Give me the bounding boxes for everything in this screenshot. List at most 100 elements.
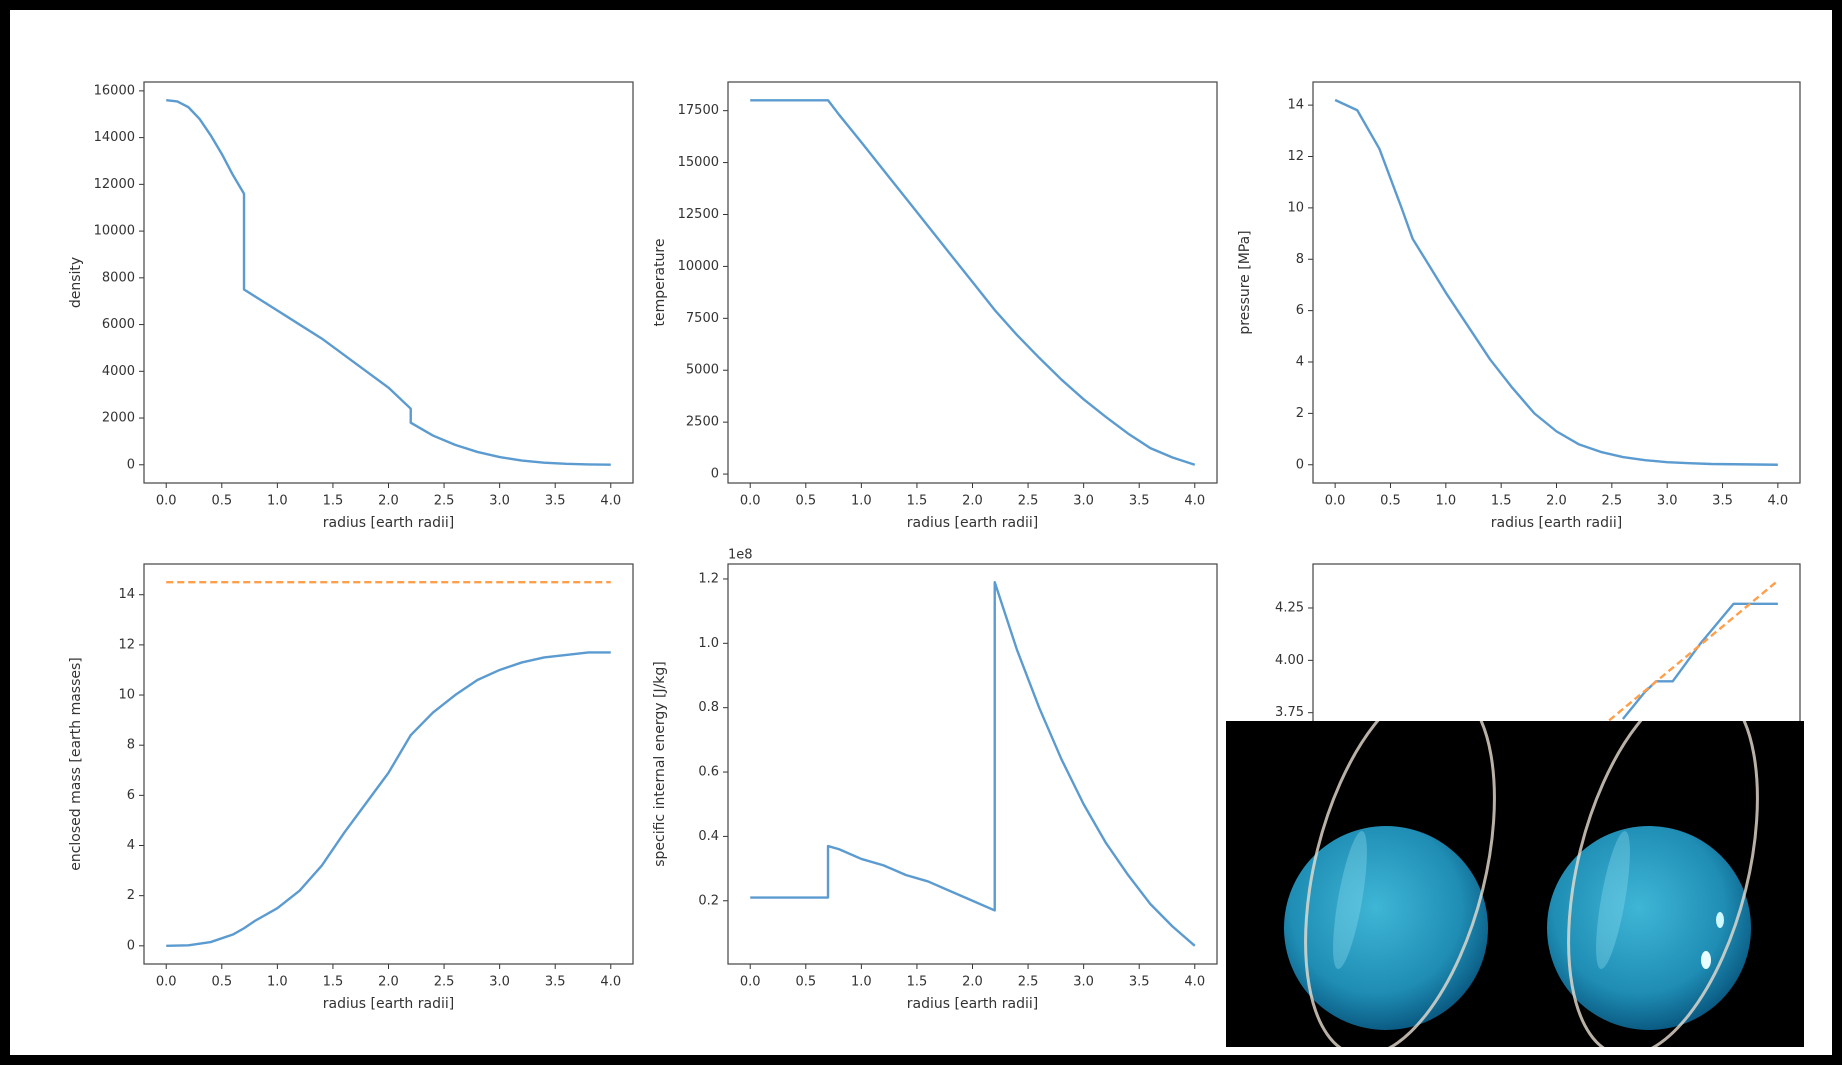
y-tick-label: 3.75 bbox=[1275, 705, 1304, 720]
x-tick-label: 0.0 bbox=[156, 494, 177, 509]
y-tick-label: 1.2 bbox=[698, 571, 719, 586]
y-tick-label: 7500 bbox=[686, 311, 719, 326]
x-tick-label: 3.5 bbox=[545, 494, 566, 509]
y-tick-label: 5000 bbox=[686, 363, 719, 378]
x-tick-label: 1.5 bbox=[907, 494, 928, 509]
y-tick-label: 15000 bbox=[678, 155, 719, 170]
axes-frame bbox=[727, 81, 1218, 484]
y-tick-label: 16000 bbox=[94, 83, 135, 98]
y-tick-label: 4.25 bbox=[1275, 600, 1304, 615]
y-tick-label: 0 bbox=[127, 457, 135, 472]
y-tick-label: 8 bbox=[127, 738, 135, 753]
x-tick-label: 1.0 bbox=[267, 494, 288, 509]
y-tick-label: 17500 bbox=[678, 103, 719, 118]
axes-frame bbox=[1312, 81, 1801, 484]
y-tick-label: 2 bbox=[1296, 406, 1304, 421]
y-tick-label: 10 bbox=[118, 688, 135, 703]
y-tick-label: 0 bbox=[127, 938, 135, 953]
y-tick-label: 0 bbox=[711, 467, 719, 482]
x-tick-label: 4.0 bbox=[1184, 975, 1205, 990]
x-tick-label: 2.0 bbox=[1546, 494, 1567, 509]
x-tick-label: 1.0 bbox=[851, 975, 872, 990]
x-tick-label: 3.0 bbox=[1073, 975, 1094, 990]
y-tick-label: 4 bbox=[127, 838, 135, 853]
x-tick-label: 2.5 bbox=[1018, 975, 1039, 990]
y-tick-label: 12500 bbox=[678, 207, 719, 222]
line-series bbox=[1600, 579, 1779, 729]
x-tick-label: 3.0 bbox=[1073, 494, 1094, 509]
y-tick-label: 4000 bbox=[102, 364, 135, 379]
line-series bbox=[750, 99, 1196, 466]
charts: 0.0 0.5 1.0 1.5 2.0 2.5 3.0 3.5 4.00200040006000… bbox=[68, 81, 1801, 1012]
line-series bbox=[166, 99, 611, 466]
x-tick-label: 1.0 bbox=[1435, 494, 1456, 509]
x-tick-label: 1.5 bbox=[323, 975, 344, 990]
y-tick-label: 14 bbox=[1287, 98, 1304, 113]
y-tick-label: 0.2 bbox=[698, 893, 719, 908]
y-tick-label: 10000 bbox=[678, 259, 719, 274]
x-axis-label: radius [earth radii] bbox=[323, 996, 454, 1012]
x-tick-label: 0.5 bbox=[211, 494, 232, 509]
y-tick-label: 6000 bbox=[102, 317, 135, 332]
x-tick-label: 3.0 bbox=[489, 975, 510, 990]
y-tick-label: 8 bbox=[1296, 252, 1304, 267]
line-series bbox=[1334, 98, 1778, 466]
axes-frame bbox=[727, 563, 1218, 965]
y-tick-label: 0.8 bbox=[698, 700, 719, 715]
x-tick-label: 1.0 bbox=[851, 494, 872, 509]
y-axis-label: specific internal energy [J/kg] bbox=[652, 661, 668, 867]
x-tick-label: 3.0 bbox=[1657, 494, 1678, 509]
y-tick-label: 12 bbox=[1287, 149, 1304, 164]
y-axis-label: density bbox=[68, 257, 84, 308]
axes-frame bbox=[143, 563, 634, 965]
x-tick-label: 0.0 bbox=[1325, 494, 1346, 509]
offset-label: 1e8 bbox=[728, 548, 753, 563]
y-tick-label: 2 bbox=[127, 888, 135, 903]
y-axis-label: temperature bbox=[652, 239, 668, 327]
x-axis-label: radius [earth radii] bbox=[907, 515, 1038, 531]
x-tick-label: 3.5 bbox=[1712, 494, 1733, 509]
y-tick-label: 8000 bbox=[102, 270, 135, 285]
x-tick-label: 2.5 bbox=[1601, 494, 1622, 509]
y-tick-label: 4.00 bbox=[1275, 653, 1304, 668]
x-tick-label: 2.5 bbox=[434, 975, 455, 990]
y-axis-label: enclosed mass [earth masses] bbox=[68, 657, 84, 871]
y-tick-label: 6 bbox=[127, 788, 135, 803]
x-tick-label: 4.0 bbox=[600, 494, 621, 509]
axes-frame bbox=[143, 81, 634, 484]
x-tick-label: 3.5 bbox=[545, 975, 566, 990]
y-tick-label: 10000 bbox=[94, 224, 135, 239]
x-tick-label: 2.0 bbox=[962, 975, 983, 990]
y-tick-label: 2500 bbox=[686, 415, 719, 430]
line-series bbox=[750, 580, 1196, 947]
x-tick-label: 1.5 bbox=[1491, 494, 1512, 509]
x-tick-label: 2.0 bbox=[378, 975, 399, 990]
x-tick-label: 0.5 bbox=[795, 975, 816, 990]
x-tick-label: 2.5 bbox=[1018, 494, 1039, 509]
y-tick-label: 2000 bbox=[102, 411, 135, 426]
x-tick-label: 4.0 bbox=[1768, 494, 1789, 509]
x-tick-label: 0.0 bbox=[740, 975, 761, 990]
x-axis-label: radius [earth radii] bbox=[1491, 515, 1622, 531]
y-tick-label: 4 bbox=[1296, 355, 1304, 370]
x-tick-label: 0.0 bbox=[156, 975, 177, 990]
x-tick-label: 3.5 bbox=[1129, 975, 1150, 990]
y-tick-label: 12000 bbox=[94, 177, 135, 192]
y-tick-label: 14 bbox=[118, 587, 135, 602]
x-tick-label: 1.0 bbox=[267, 975, 288, 990]
x-tick-label: 0.5 bbox=[1380, 494, 1401, 509]
x-tick-label: 4.0 bbox=[600, 975, 621, 990]
y-tick-label: 6 bbox=[1296, 303, 1304, 318]
x-axis-label: radius [earth radii] bbox=[907, 996, 1038, 1012]
x-tick-label: 3.5 bbox=[1129, 494, 1150, 509]
x-axis-label: radius [earth radii] bbox=[323, 515, 454, 531]
y-tick-label: 0 bbox=[1296, 457, 1304, 472]
x-tick-label: 2.0 bbox=[378, 494, 399, 509]
x-tick-label: 0.0 bbox=[740, 494, 761, 509]
y-tick-label: 14000 bbox=[94, 130, 135, 145]
line-series bbox=[166, 651, 611, 948]
uranus-photo bbox=[1226, 721, 1804, 1047]
y-tick-label: 0.6 bbox=[698, 765, 719, 780]
y-tick-label: 1.0 bbox=[698, 636, 719, 651]
